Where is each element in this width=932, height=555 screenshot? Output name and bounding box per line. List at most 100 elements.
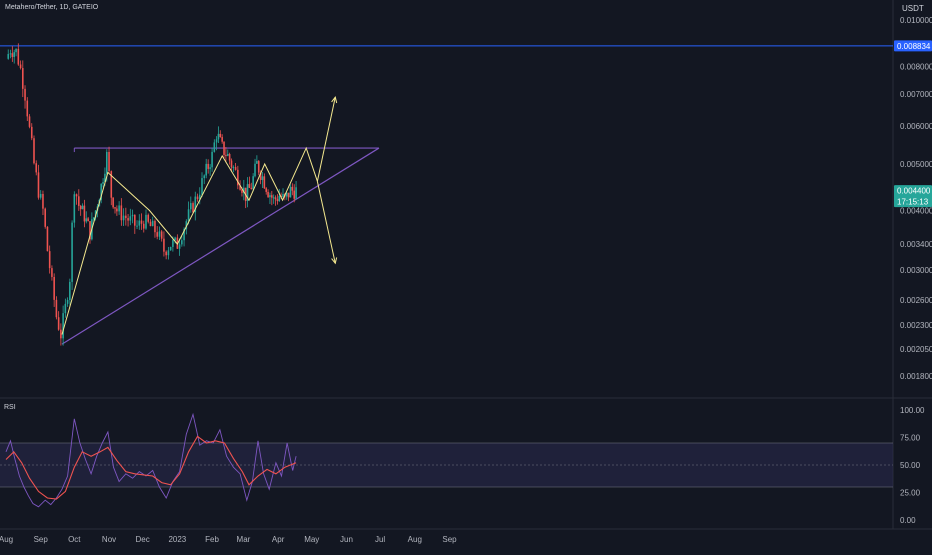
candle-body <box>237 169 239 186</box>
candle-body <box>37 172 40 198</box>
candle-body <box>194 196 197 213</box>
candle-body <box>211 151 213 168</box>
candle-body <box>60 329 62 339</box>
price-tick-label: 0.003400 <box>900 240 932 249</box>
candle-body <box>201 178 203 195</box>
candle-body <box>205 163 207 176</box>
bullish-arrow <box>316 97 336 182</box>
candle-body <box>187 209 190 222</box>
candle-body <box>114 207 116 209</box>
candle-body <box>181 240 183 245</box>
price-marker-label: 0.004400 <box>897 187 931 196</box>
candle-body <box>108 151 110 172</box>
candle-body <box>30 126 33 139</box>
candle-body <box>163 238 165 252</box>
candle-body <box>62 313 64 339</box>
candle-body <box>106 151 108 174</box>
candle-body <box>118 205 120 212</box>
candle-body <box>44 208 46 227</box>
rsi-line <box>5 412 297 508</box>
candle-body <box>33 138 35 164</box>
price-tick-label: 0.004000 <box>900 206 932 215</box>
symbol-title: Metahero/Tether, 1D, GATEIO <box>5 4 99 11</box>
candle-body <box>250 187 253 190</box>
time-tick-label: Sep <box>34 535 49 544</box>
price-tick-label: 0.010000 <box>900 16 932 25</box>
candle-body <box>104 173 106 183</box>
candle-body <box>263 176 266 189</box>
countdown-label: 17:15:13 <box>897 198 929 207</box>
time-tick-label: Nov <box>102 535 116 544</box>
candle-body <box>28 116 31 127</box>
projection-path <box>61 146 318 335</box>
candle-body <box>158 231 161 237</box>
candle-body <box>75 194 78 197</box>
candle-body <box>125 215 127 219</box>
time-tick-label: Feb <box>205 535 219 544</box>
candle-body <box>138 220 141 226</box>
candle-body <box>230 160 233 168</box>
candle-body <box>203 175 206 179</box>
price-tick-label: 0.003000 <box>900 266 932 275</box>
candle-body <box>243 187 245 193</box>
candle-body <box>259 172 262 181</box>
candle-body <box>234 167 237 170</box>
candle-body <box>272 197 275 199</box>
time-tick-label: Mar <box>237 535 251 544</box>
candle-body <box>282 193 284 198</box>
candle-body <box>278 196 281 202</box>
candle-body <box>219 133 222 138</box>
candle-body <box>26 100 29 117</box>
candle-body <box>19 64 22 69</box>
time-tick-label: May <box>304 535 319 544</box>
candle-body <box>241 189 243 193</box>
candle-body <box>7 54 10 59</box>
time-tick-label: Oct <box>68 535 81 544</box>
candle-body <box>9 53 12 55</box>
time-tick-label: Jul <box>375 535 385 544</box>
price-tick-label: 0.002050 <box>900 345 932 354</box>
candle-body <box>232 167 235 169</box>
bearish-arrow <box>316 181 336 264</box>
candle-body <box>22 68 24 89</box>
candle-body <box>89 221 91 240</box>
candle-body <box>24 88 26 101</box>
price-marker-box <box>894 40 932 52</box>
candle-body <box>83 205 86 222</box>
candle-body <box>145 214 147 229</box>
rsi-tick-label: 50.00 <box>900 461 921 470</box>
candle-body <box>295 187 297 199</box>
candle-body <box>256 161 258 164</box>
candle-body <box>190 203 192 210</box>
time-tick-label: Jun <box>340 535 353 544</box>
candle-body <box>35 163 38 173</box>
candle-body <box>291 186 294 191</box>
candle-body <box>102 182 104 184</box>
candle-body <box>131 214 134 217</box>
candle-body <box>136 225 138 227</box>
candle-body <box>209 167 211 169</box>
candle-body <box>42 193 44 209</box>
rsi-tick-label: 25.00 <box>900 489 921 498</box>
candle-body <box>178 244 181 249</box>
price-unit: USDT <box>902 4 924 13</box>
candle-body <box>228 153 231 161</box>
candle-body <box>71 222 73 282</box>
time-tick-label: Dec <box>136 535 150 544</box>
candle-body <box>78 196 80 206</box>
candle-body <box>55 299 58 318</box>
candle-body <box>73 194 76 223</box>
candle-body <box>147 214 150 222</box>
candle-body <box>274 197 277 200</box>
candle-body <box>79 205 82 210</box>
candle-body <box>122 215 125 221</box>
rsi-tick-label: 0.00 <box>900 516 916 525</box>
candle-body <box>217 133 220 140</box>
candle-body <box>149 221 152 227</box>
candle-body <box>196 196 199 200</box>
candle-body <box>51 268 53 277</box>
candle-body <box>57 317 60 330</box>
candle-body <box>120 205 123 221</box>
candle-body <box>64 303 67 314</box>
